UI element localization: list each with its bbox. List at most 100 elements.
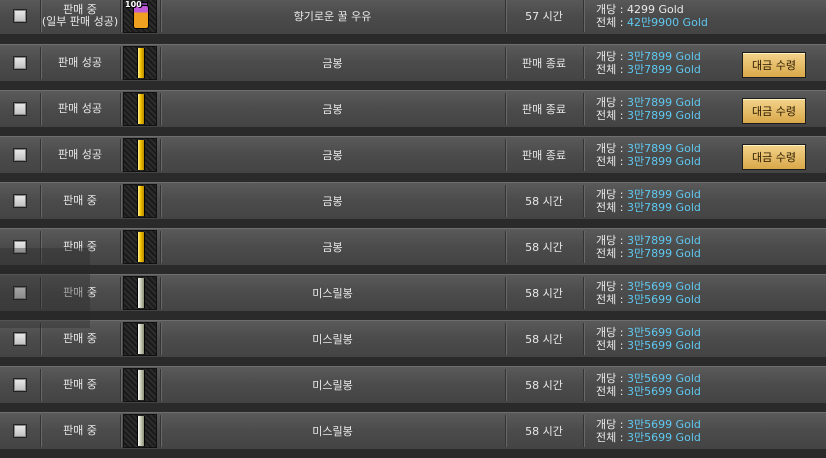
item-icon-slot[interactable] bbox=[123, 184, 157, 218]
total-label: 전체 : bbox=[596, 109, 624, 122]
item-icon-slot[interactable] bbox=[123, 368, 157, 402]
select-cell bbox=[0, 321, 40, 357]
remaining-time: 판매 종료 bbox=[522, 103, 566, 116]
sale-row[interactable]: 판매 중 (일부 판매 성공) 100 향기로운 꿀 우유 57 시간 개당 :… bbox=[0, 0, 826, 35]
status-text: 판매 중 bbox=[63, 286, 97, 299]
item-name-cell: 향기로운 꿀 우유 bbox=[160, 0, 505, 34]
select-cell bbox=[0, 275, 40, 311]
price-block: 개당 : 3만7899 Gold 전체 : 3만7899 Gold bbox=[596, 50, 701, 76]
select-checkbox[interactable] bbox=[13, 240, 27, 254]
time-cell: 판매 종료 bbox=[505, 45, 583, 81]
time-cell: 판매 종료 bbox=[505, 137, 583, 173]
item-icon-slot[interactable] bbox=[123, 46, 157, 80]
sale-row[interactable]: 판매 중 미스릴봉 58 시간 개당 : 3만5699 Gold 전체 : 3만… bbox=[0, 274, 826, 312]
collect-payment-button[interactable]: 대금 수령 bbox=[742, 144, 806, 170]
gold-rod-icon bbox=[137, 140, 145, 170]
item-name-cell: 미스릴봉 bbox=[160, 413, 505, 449]
per-unit-price: 3만7899 Gold bbox=[626, 188, 701, 201]
item-icon-slot[interactable] bbox=[123, 230, 157, 264]
item-icon-cell bbox=[120, 137, 160, 173]
per-unit-price: 4299 Gold bbox=[626, 3, 684, 16]
per-unit-label: 개당 : bbox=[596, 280, 624, 293]
total-price: 3만7899 Gold bbox=[626, 63, 701, 76]
item-icon-slot[interactable] bbox=[123, 276, 157, 310]
select-checkbox[interactable] bbox=[13, 332, 27, 346]
select-checkbox[interactable] bbox=[13, 424, 27, 438]
total-price: 3만7899 Gold bbox=[626, 155, 701, 168]
item-icon-slot[interactable]: 100 bbox=[123, 0, 157, 33]
price-cell: 개당 : 3만5699 Gold 전체 : 3만5699 Gold bbox=[583, 275, 826, 311]
per-unit-label: 개당 : bbox=[596, 372, 624, 385]
select-checkbox[interactable] bbox=[13, 194, 27, 208]
sale-row[interactable]: 판매 성공 금봉 판매 종료 개당 : 3만7899 Gold 전체 : 3만7… bbox=[0, 90, 826, 128]
item-icon-cell bbox=[120, 45, 160, 81]
select-checkbox[interactable] bbox=[13, 148, 27, 162]
item-name: 금봉 bbox=[322, 57, 343, 70]
remaining-time: 57 시간 bbox=[525, 10, 563, 23]
sale-row[interactable]: 판매 중 미스릴봉 58 시간 개당 : 3만5699 Gold 전체 : 3만… bbox=[0, 320, 826, 358]
item-name-cell: 미스릴봉 bbox=[160, 367, 505, 403]
sale-row[interactable]: 판매 성공 금봉 판매 종료 개당 : 3만7899 Gold 전체 : 3만7… bbox=[0, 44, 826, 82]
item-icon-slot[interactable] bbox=[123, 414, 157, 448]
collect-payment-button[interactable]: 대금 수령 bbox=[742, 98, 806, 124]
total-label: 전체 : bbox=[596, 63, 624, 76]
select-checkbox[interactable] bbox=[13, 56, 27, 70]
select-cell bbox=[0, 229, 40, 265]
price-block: 개당 : 3만5699 Gold 전체 : 3만5699 Gold bbox=[596, 280, 701, 306]
item-quantity: 100 bbox=[125, 0, 142, 9]
item-icon-cell bbox=[120, 321, 160, 357]
per-unit-price: 3만7899 Gold bbox=[626, 50, 701, 63]
time-cell: 판매 종료 bbox=[505, 91, 583, 127]
status-text: 판매 중 bbox=[63, 240, 97, 253]
per-unit-price: 3만7899 Gold bbox=[626, 234, 701, 247]
item-icon-cell bbox=[120, 275, 160, 311]
sale-row[interactable]: 판매 중 미스릴봉 58 시간 개당 : 3만5699 Gold 전체 : 3만… bbox=[0, 412, 826, 450]
status-cell: 판매 중 bbox=[40, 275, 120, 311]
sale-row[interactable]: 판매 중 금봉 58 시간 개당 : 3만7899 Gold 전체 : 3만78… bbox=[0, 228, 826, 266]
status-cell: 판매 중 bbox=[40, 183, 120, 219]
price-cell: 개당 : 4299 Gold 전체 : 42만9900 Gold bbox=[583, 0, 826, 34]
item-icon-cell bbox=[120, 367, 160, 403]
total-label: 전체 : bbox=[596, 201, 624, 214]
select-checkbox[interactable] bbox=[13, 9, 27, 23]
price-cell: 개당 : 3만7899 Gold 전체 : 3만7899 Gold bbox=[583, 229, 826, 265]
item-name: 금봉 bbox=[322, 241, 343, 254]
total-price: 3만7899 Gold bbox=[626, 109, 701, 122]
select-checkbox[interactable] bbox=[13, 286, 27, 300]
sale-row[interactable]: 판매 성공 금봉 판매 종료 개당 : 3만7899 Gold 전체 : 3만7… bbox=[0, 136, 826, 174]
price-block: 개당 : 3만7899 Gold 전체 : 3만7899 Gold bbox=[596, 234, 701, 260]
remaining-time: 58 시간 bbox=[525, 333, 563, 346]
total-label: 전체 : bbox=[596, 293, 624, 306]
sale-row[interactable]: 판매 중 미스릴봉 58 시간 개당 : 3만5699 Gold 전체 : 3만… bbox=[0, 366, 826, 404]
item-icon-cell bbox=[120, 413, 160, 449]
item-name: 향기로운 꿀 우유 bbox=[293, 10, 372, 23]
item-icon-slot[interactable] bbox=[123, 322, 157, 356]
time-cell: 58 시간 bbox=[505, 183, 583, 219]
item-icon-slot[interactable] bbox=[123, 138, 157, 172]
select-checkbox[interactable] bbox=[13, 378, 27, 392]
time-cell: 57 시간 bbox=[505, 0, 583, 34]
item-icon-cell bbox=[120, 91, 160, 127]
price-cell: 개당 : 3만7899 Gold 전체 : 3만7899 Gold bbox=[583, 91, 826, 127]
price-block: 개당 : 3만7899 Gold 전체 : 3만7899 Gold bbox=[596, 188, 701, 214]
item-icon-cell bbox=[120, 183, 160, 219]
per-unit-price: 3만5699 Gold bbox=[626, 418, 701, 431]
status-text: 판매 중 bbox=[63, 424, 97, 437]
price-block: 개당 : 4299 Gold 전체 : 42만9900 Gold bbox=[596, 3, 708, 29]
status-text: 판매 성공 bbox=[58, 56, 102, 69]
item-name: 금봉 bbox=[322, 149, 343, 162]
total-price: 3만5699 Gold bbox=[626, 339, 701, 352]
item-icon-slot[interactable] bbox=[123, 92, 157, 126]
status-cell: 판매 중 bbox=[40, 413, 120, 449]
total-price: 3만5699 Gold bbox=[626, 293, 701, 306]
mithril-rod-icon bbox=[137, 416, 145, 446]
select-cell bbox=[0, 367, 40, 403]
select-cell bbox=[0, 413, 40, 449]
collect-payment-button[interactable]: 대금 수령 bbox=[742, 52, 806, 78]
item-icon-cell bbox=[120, 229, 160, 265]
sale-row[interactable]: 판매 중 금봉 58 시간 개당 : 3만7899 Gold 전체 : 3만78… bbox=[0, 182, 826, 220]
item-name: 미스릴봉 bbox=[312, 287, 353, 300]
total-label: 전체 : bbox=[596, 339, 624, 352]
select-checkbox[interactable] bbox=[13, 102, 27, 116]
honey-milk-icon bbox=[133, 5, 149, 29]
